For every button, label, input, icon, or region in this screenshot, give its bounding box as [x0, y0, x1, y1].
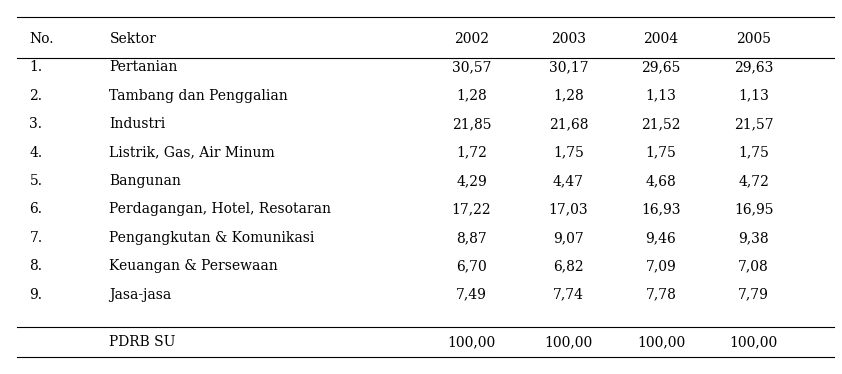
- Text: PDRB SU: PDRB SU: [109, 335, 176, 349]
- Text: 100,00: 100,00: [447, 335, 496, 349]
- Text: 7,74: 7,74: [553, 288, 584, 302]
- Text: 3.: 3.: [29, 117, 42, 131]
- Text: 100,00: 100,00: [637, 335, 685, 349]
- Text: 30,57: 30,57: [452, 60, 491, 74]
- Text: 100,00: 100,00: [544, 335, 593, 349]
- Text: 16,95: 16,95: [734, 202, 773, 217]
- Text: Perdagangan, Hotel, Resotaran: Perdagangan, Hotel, Resotaran: [109, 202, 332, 217]
- Text: 1,75: 1,75: [738, 145, 769, 160]
- Text: 7,79: 7,79: [738, 288, 769, 302]
- Text: 2005: 2005: [736, 32, 771, 46]
- Text: 9,38: 9,38: [738, 231, 769, 245]
- Text: 1.: 1.: [29, 60, 43, 74]
- Text: 4,68: 4,68: [646, 174, 676, 188]
- Text: 17,03: 17,03: [548, 202, 589, 217]
- Text: 7,49: 7,49: [456, 288, 487, 302]
- Text: 7,08: 7,08: [738, 259, 769, 273]
- Text: 4,47: 4,47: [553, 174, 584, 188]
- Text: 4,29: 4,29: [456, 174, 487, 188]
- Text: 30,17: 30,17: [548, 60, 589, 74]
- Text: 29,65: 29,65: [642, 60, 680, 74]
- Text: 1,72: 1,72: [456, 145, 487, 160]
- Text: Tambang dan Penggalian: Tambang dan Penggalian: [109, 89, 288, 103]
- Text: 9,46: 9,46: [646, 231, 676, 245]
- Text: 17,22: 17,22: [451, 202, 492, 217]
- Text: Sektor: Sektor: [109, 32, 157, 46]
- Text: 8.: 8.: [29, 259, 42, 273]
- Text: Bangunan: Bangunan: [109, 174, 181, 188]
- Text: 1,75: 1,75: [646, 145, 676, 160]
- Text: 9,07: 9,07: [553, 231, 584, 245]
- Text: 7,09: 7,09: [646, 259, 676, 273]
- Text: 7,78: 7,78: [646, 288, 676, 302]
- Text: 21,85: 21,85: [452, 117, 491, 131]
- Text: 6,82: 6,82: [553, 259, 584, 273]
- Text: 9.: 9.: [29, 288, 42, 302]
- Text: 21,52: 21,52: [642, 117, 680, 131]
- Text: 1,28: 1,28: [553, 89, 584, 103]
- Text: 4,72: 4,72: [738, 174, 769, 188]
- Text: 2002: 2002: [454, 32, 489, 46]
- Text: 2004: 2004: [643, 32, 679, 46]
- Text: 6,70: 6,70: [456, 259, 487, 273]
- Text: 1,13: 1,13: [646, 89, 676, 103]
- Text: No.: No.: [29, 32, 54, 46]
- Text: 21,68: 21,68: [549, 117, 588, 131]
- Text: 29,63: 29,63: [734, 60, 773, 74]
- Text: Keuangan & Persewaan: Keuangan & Persewaan: [109, 259, 278, 273]
- Text: 5.: 5.: [29, 174, 42, 188]
- Text: 1,75: 1,75: [553, 145, 584, 160]
- Text: Listrik, Gas, Air Minum: Listrik, Gas, Air Minum: [109, 145, 275, 160]
- Text: 100,00: 100,00: [729, 335, 778, 349]
- Text: 2.: 2.: [29, 89, 42, 103]
- Text: 8,87: 8,87: [456, 231, 487, 245]
- Text: Jasa-jasa: Jasa-jasa: [109, 288, 172, 302]
- Text: Industri: Industri: [109, 117, 166, 131]
- Text: Pertanian: Pertanian: [109, 60, 178, 74]
- Text: 2003: 2003: [551, 32, 586, 46]
- Text: 21,57: 21,57: [733, 117, 774, 131]
- Text: 7.: 7.: [29, 231, 43, 245]
- Text: Pengangkutan & Komunikasi: Pengangkutan & Komunikasi: [109, 231, 315, 245]
- Text: 6.: 6.: [29, 202, 42, 217]
- Text: 16,93: 16,93: [642, 202, 680, 217]
- Text: 4.: 4.: [29, 145, 43, 160]
- Text: 1,13: 1,13: [738, 89, 769, 103]
- Text: 1,28: 1,28: [456, 89, 487, 103]
